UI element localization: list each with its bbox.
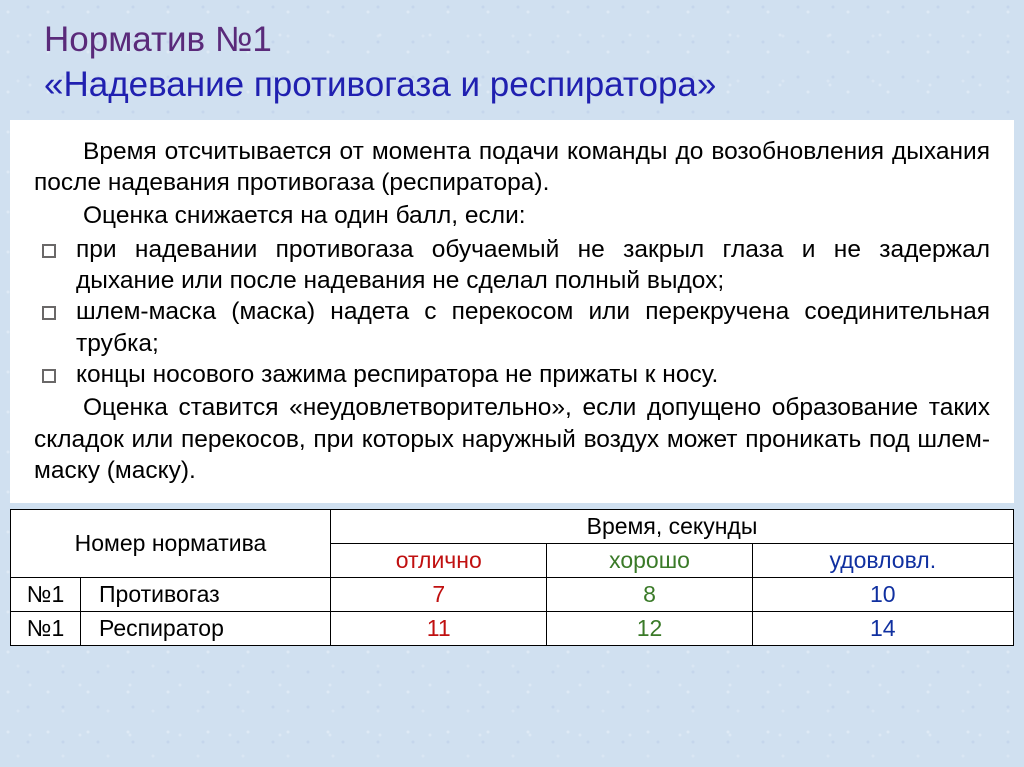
cell-num: №1 [11,577,81,611]
paragraph-penalty-intro: Оценка снижается на один балл, если: [34,200,990,231]
header-excellent: отлично [331,543,547,577]
slide-heading: Норматив №1 «Надевание противогаза и рес… [0,0,1024,120]
cell-satisfactory: 10 [752,577,1013,611]
bullet-item: шлем-маска (маска) надета с перекосом ил… [34,296,990,359]
bullet-item: концы носового зажима респиратора не при… [34,359,990,390]
cell-num: №1 [11,611,81,645]
header-time: Время, секунды [331,509,1014,543]
bullet-list: при надевании противогаза обучаемый не з… [34,234,990,391]
cell-good: 12 [547,611,752,645]
cell-excellent: 7 [331,577,547,611]
paragraph-intro: Время отсчитывается от момента подачи ко… [34,136,990,199]
cell-name: Противогаз [81,577,331,611]
table-header-row1: Номер норматива Время, секунды [11,509,1014,543]
table-row: №1 Респиратор 11 12 14 [11,611,1014,645]
cell-name: Респиратор [81,611,331,645]
paragraph-fail: Оценка ставится «неудовлетворительно», е… [34,392,990,486]
header-good: хорошо [547,543,752,577]
cell-good: 8 [547,577,752,611]
norms-table-wrap: Номер норматива Время, секунды отлично х… [10,509,1014,646]
content-block: Время отсчитывается от момента подачи ко… [10,120,1014,503]
header-satisfactory: удовловл. [752,543,1013,577]
table-row: №1 Противогаз 7 8 10 [11,577,1014,611]
heading-line2: «Надевание противогаза и респиратора» [44,65,716,104]
header-norm: Номер норматива [11,509,331,577]
norms-table: Номер норматива Время, секунды отлично х… [10,509,1014,646]
cell-satisfactory: 14 [752,611,1013,645]
cell-excellent: 11 [331,611,547,645]
heading-line1: Норматив №1 [44,20,272,59]
bullet-item: при надевании противогаза обучаемый не з… [34,234,990,297]
